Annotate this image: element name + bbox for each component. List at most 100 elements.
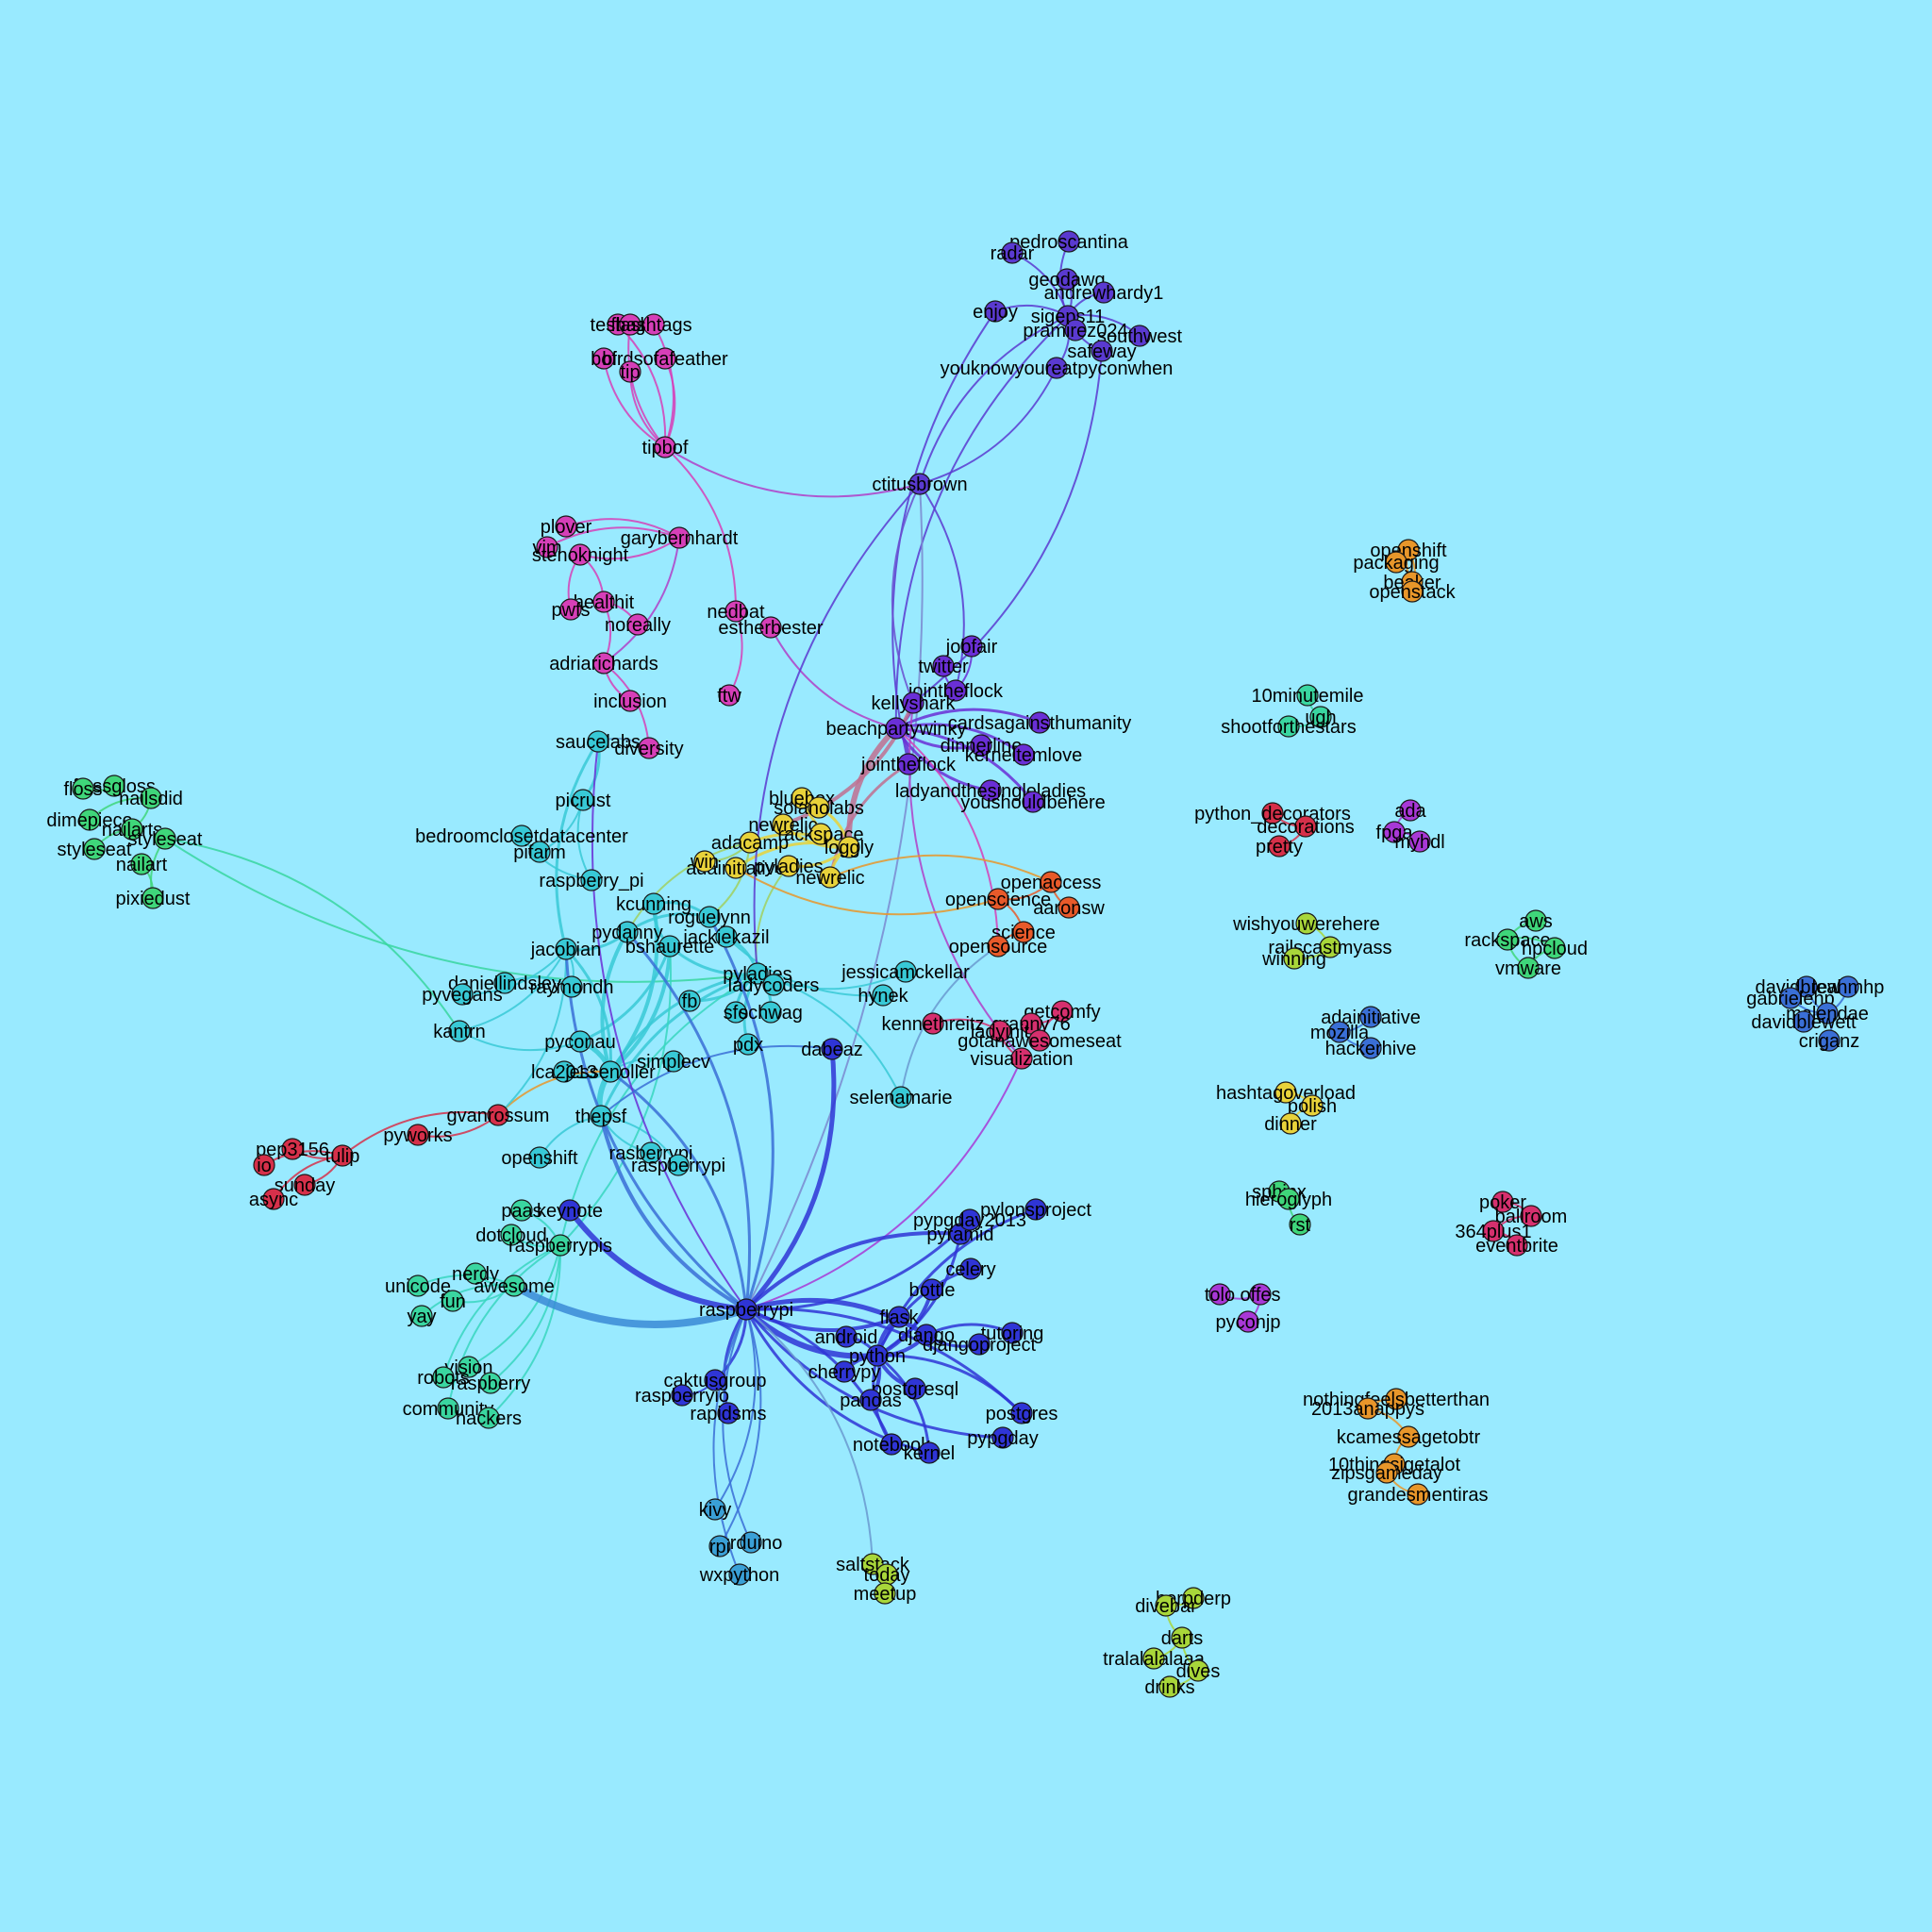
graph-node[interactable]: pypgday2013: [913, 1208, 1026, 1231]
graph-node[interactable]: pyworks: [383, 1124, 453, 1146]
graph-node[interactable]: hashtags: [615, 313, 692, 336]
graph-node[interactable]: southwest: [1097, 325, 1182, 347]
graph-node[interactable]: radar: [991, 242, 1035, 264]
graph-node[interactable]: gotanawesomeseat: [958, 1029, 1122, 1052]
graph-node[interactable]: criganz: [1799, 1029, 1859, 1052]
graph-node[interactable]: healthit: [574, 591, 635, 613]
graph-node[interactable]: estherbester: [718, 616, 824, 639]
graph-node[interactable]: rst: [1289, 1213, 1311, 1236]
graph-node[interactable]: hashtagoverload: [1216, 1081, 1356, 1104]
graph-node[interactable]: yay: [407, 1305, 437, 1327]
graph-node[interactable]: polish: [1288, 1094, 1337, 1117]
graph-node[interactable]: saucelabs: [556, 730, 641, 753]
graph-node[interactable]: pretty: [1256, 835, 1303, 858]
graph-node[interactable]: pylonsproject: [980, 1198, 1091, 1221]
graph-node[interactable]: notebook: [853, 1433, 931, 1456]
graph-node[interactable]: raspberry_pi: [539, 869, 644, 891]
graph-node[interactable]: floss: [63, 777, 103, 800]
graph-node[interactable]: kivy: [699, 1498, 731, 1521]
graph-node[interactable]: postgres: [986, 1402, 1058, 1424]
graph-node[interactable]: aws: [1519, 909, 1553, 932]
graph-node[interactable]: python: [849, 1344, 906, 1367]
graph-node[interactable]: styleseat: [128, 827, 203, 850]
graph-node[interactable]: caktusgroup: [664, 1369, 767, 1391]
graph-node[interactable]: hackerhive: [1325, 1037, 1417, 1059]
graph-node[interactable]: pandas: [840, 1389, 902, 1411]
graph-node[interactable]: bedroomclosetdatacenter: [415, 824, 628, 847]
graph-node[interactable]: hackers: [456, 1407, 522, 1429]
graph-node[interactable]: dives: [1176, 1659, 1221, 1682]
graph-node[interactable]: jobfair: [945, 635, 998, 658]
graph-node[interactable]: raspberryio: [635, 1384, 729, 1407]
graph-node[interactable]: grandesmentiras: [1348, 1483, 1489, 1506]
graph-node[interactable]: darts: [1161, 1626, 1203, 1649]
graph-node[interactable]: newrelic: [795, 866, 865, 889]
graph-node[interactable]: wishyouwerehere: [1232, 912, 1380, 935]
graph-node[interactable]: pifarm: [513, 841, 566, 863]
graph-node[interactable]: pedroscantina: [1009, 230, 1129, 253]
graph-node[interactable]: dabeaz: [801, 1038, 863, 1060]
graph-node[interactable]: davidblewett: [1751, 1010, 1857, 1033]
graph-node[interactable]: granny76: [991, 1012, 1071, 1035]
graph-node[interactable]: 2013anappys: [1311, 1397, 1424, 1420]
graph-node[interactable]: jointheflock: [860, 753, 957, 775]
graph-node[interactable]: win: [690, 850, 719, 873]
graph-node[interactable]: newrelic: [748, 813, 818, 836]
graph-node[interactable]: loggly: [824, 836, 874, 858]
graph-node[interactable]: io: [253, 1154, 275, 1176]
graph-node[interactable]: kernel: [904, 1441, 955, 1464]
graph-node[interactable]: offes: [1241, 1283, 1281, 1306]
graph-node[interactable]: vmware: [1495, 957, 1561, 979]
graph-node[interactable]: fpga: [1376, 821, 1414, 843]
graph-node[interactable]: pdx: [733, 1033, 763, 1056]
graph-node[interactable]: jointheflock: [908, 679, 1004, 702]
graph-node[interactable]: mozilla: [1310, 1021, 1370, 1043]
graph-node[interactable]: hynek: [858, 984, 909, 1007]
graph-node[interactable]: postgresql: [872, 1377, 958, 1400]
graph-node[interactable]: kcunning: [616, 892, 691, 915]
graph-node[interactable]: ladycoders: [728, 974, 820, 996]
graph-node[interactable]: raspberrypi: [699, 1298, 793, 1321]
graph-node[interactable]: solanolabs: [774, 796, 864, 819]
graph-node[interactable]: inclusion: [593, 690, 667, 712]
graph-node[interactable]: awesome: [474, 1274, 555, 1297]
graph-node[interactable]: tip: [619, 360, 641, 383]
graph-node[interactable]: kantrn: [433, 1020, 486, 1042]
graph-node[interactable]: bottle: [909, 1278, 956, 1301]
graph-node[interactable]: tralalalalaaa: [1103, 1647, 1206, 1670]
graph-node[interactable]: pyvegans: [422, 983, 503, 1006]
graph-node[interactable]: ugh: [1305, 706, 1337, 728]
graph-node[interactable]: nothingfeelsbetterthan: [1303, 1388, 1490, 1410]
graph-node[interactable]: twitter: [918, 655, 969, 677]
graph-node[interactable]: dinner: [1264, 1112, 1317, 1135]
graph-node[interactable]: pep3156: [256, 1138, 329, 1160]
graph-node[interactable]: gvanrossum: [447, 1104, 550, 1126]
graph-node[interactable]: dinnerline: [941, 734, 1023, 757]
graph-node[interactable]: roguelynn: [668, 906, 751, 928]
graph-node[interactable]: openshift: [501, 1146, 578, 1169]
graph-node[interactable]: beachpartywinky: [826, 717, 967, 740]
graph-node[interactable]: bof: [591, 347, 617, 370]
graph-node[interactable]: selenamarie: [850, 1086, 953, 1108]
graph-node[interactable]: lca2013: [531, 1060, 597, 1083]
graph-node[interactable]: hieroglyph: [1245, 1188, 1332, 1210]
graph-node[interactable]: keynote: [537, 1199, 603, 1222]
graph-node[interactable]: kerneltemlove: [965, 743, 1083, 766]
graph-node[interactable]: drinks: [1144, 1675, 1195, 1698]
graph-node[interactable]: safeway: [1067, 340, 1137, 362]
graph-node[interactable]: cardsagainsthumanity: [948, 711, 1132, 734]
graph-node[interactable]: youshouldbehere: [960, 791, 1106, 813]
graph-node[interactable]: visualization: [971, 1047, 1074, 1070]
graph-node[interactable]: daniellindsley: [448, 972, 561, 994]
graph-node[interactable]: myhdl: [1394, 830, 1445, 853]
graph-node[interactable]: raspberry: [451, 1372, 530, 1394]
graph-node[interactable]: aaronsw: [1033, 896, 1105, 919]
graph-node[interactable]: django: [898, 1324, 955, 1346]
graph-node[interactable]: schwag: [739, 1001, 803, 1024]
graph-node[interactable]: celery: [945, 1257, 996, 1280]
graph-node[interactable]: rpi: [708, 1535, 731, 1557]
graph-node[interactable]: jacobian: [530, 938, 602, 960]
graph-node[interactable]: rapidsms: [690, 1402, 767, 1424]
graph-node[interactable]: community: [403, 1397, 494, 1420]
graph-node[interactable]: plover: [541, 515, 592, 538]
